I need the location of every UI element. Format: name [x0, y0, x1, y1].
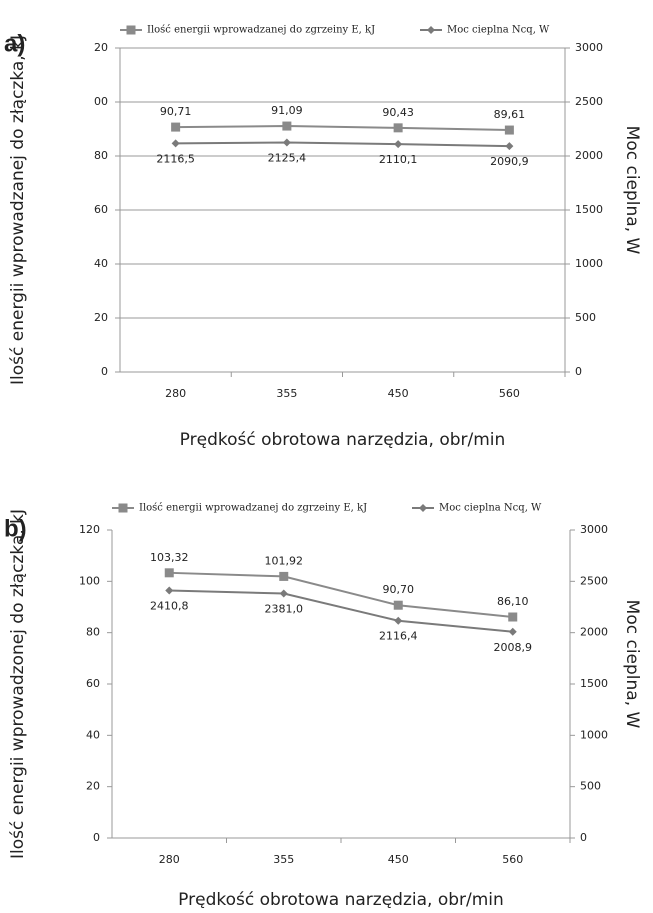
legend-label: Ilość energii wprowadzanej do zgrzeiny E…: [147, 25, 375, 36]
x-tick-label: 560: [502, 853, 523, 866]
series-line: [175, 125, 510, 132]
y2-tick-label: 3000: [580, 523, 608, 536]
legend-label: Moc cieplna Ncq, W: [447, 25, 550, 36]
data-point: [279, 589, 288, 598]
y2-axis-title: Moc cieplna, W: [622, 600, 642, 729]
value-label: 2008,9: [494, 641, 533, 654]
y2-tick-label: 0: [580, 831, 587, 844]
y2-axis-title: Moc cieplna, W: [622, 126, 642, 255]
value-label: 89,61: [494, 108, 526, 121]
y-tick-label: 60: [86, 677, 100, 690]
data-point: [508, 627, 517, 636]
y2-tick-label: 2000: [575, 149, 603, 162]
x-tick-label: 280: [159, 853, 180, 866]
x-tick-label: 280: [165, 387, 186, 400]
y-axis-title: Ilość energii wprowadzanej do złączka, k…: [8, 35, 28, 385]
x-tick-label: 450: [388, 853, 409, 866]
y2-tick-label: 500: [575, 311, 596, 324]
y-tick-label: 20: [86, 780, 100, 793]
value-label: 86,10: [497, 595, 529, 608]
series-line: [169, 589, 513, 633]
data-point: [393, 123, 403, 133]
legend-label: Ilość energii wprowadzanej do zgrzeiny E…: [139, 503, 367, 514]
value-label: 2410,8: [150, 599, 189, 612]
legend-marker: [126, 25, 136, 35]
data-point: [282, 138, 291, 147]
panel-label: a): [4, 30, 25, 57]
y2-tick-label: 2500: [580, 574, 608, 587]
data-point: [505, 142, 514, 151]
y-tick-label: 120: [79, 523, 100, 536]
value-label: 103,32: [150, 551, 189, 564]
value-label: 101,92: [265, 554, 304, 567]
legend-marker: [118, 503, 128, 513]
data-point: [171, 139, 180, 148]
y-tick-label: 20: [94, 41, 108, 54]
value-label: 2090,9: [490, 155, 529, 168]
y-tick-label: 20: [94, 311, 108, 324]
data-point: [504, 125, 514, 135]
series-line: [175, 141, 510, 148]
y2-tick-label: 2500: [575, 95, 603, 108]
value-label: 90,43: [382, 106, 414, 119]
data-point: [279, 571, 289, 581]
y-axis-title: Ilość energii wprowadzonej do złączka, k…: [8, 509, 28, 859]
value-label: 91,09: [271, 104, 303, 117]
y2-tick-label: 2000: [580, 626, 608, 639]
y-tick-label: 80: [94, 149, 108, 162]
y-tick-label: 60: [94, 203, 108, 216]
y-tick-label: 0: [101, 365, 108, 378]
y2-tick-label: 1000: [580, 728, 608, 741]
data-point: [394, 140, 403, 149]
x-tick-label: 355: [273, 853, 294, 866]
data-point: [164, 568, 174, 578]
data-point: [282, 121, 292, 131]
value-label: 2116,4: [379, 630, 418, 643]
x-axis-title: Prędkość obrotowa narzędzia, obr/min: [180, 430, 506, 450]
x-tick-label: 450: [388, 387, 409, 400]
value-label: 90,71: [160, 105, 192, 118]
y2-tick-label: 1500: [580, 677, 608, 690]
x-tick-label: 560: [499, 387, 520, 400]
y-tick-label: 40: [86, 728, 100, 741]
data-point: [165, 586, 174, 595]
data-point: [508, 612, 518, 622]
x-tick-label: 355: [276, 387, 297, 400]
data-point: [171, 122, 181, 132]
y2-tick-label: 0: [575, 365, 582, 378]
y2-tick-label: 3000: [575, 41, 603, 54]
y2-tick-label: 1000: [575, 257, 603, 270]
y2-tick-label: 1500: [575, 203, 603, 216]
value-label: 2110,1: [379, 153, 418, 166]
series-line: [169, 571, 513, 619]
y2-tick-label: 500: [580, 780, 601, 793]
y-tick-label: 40: [94, 257, 108, 270]
y-tick-label: 00: [94, 95, 108, 108]
y-tick-label: 100: [79, 574, 100, 587]
value-label: 2116,5: [156, 152, 195, 165]
data-point: [393, 600, 403, 610]
value-label: 2125,4: [268, 151, 307, 164]
value-label: 90,70: [383, 583, 415, 596]
y-tick-label: 80: [86, 626, 100, 639]
value-label: 2381,0: [265, 603, 304, 616]
data-point: [394, 616, 403, 625]
legend-label: Moc cieplna Ncq, W: [439, 503, 542, 514]
y-tick-label: 0: [93, 831, 100, 844]
x-axis-title: Prędkość obrotowa narzędzia, obr/min: [178, 890, 504, 910]
panel-label: b): [4, 515, 27, 542]
legend-marker: [419, 504, 427, 512]
legend-marker: [427, 26, 435, 34]
